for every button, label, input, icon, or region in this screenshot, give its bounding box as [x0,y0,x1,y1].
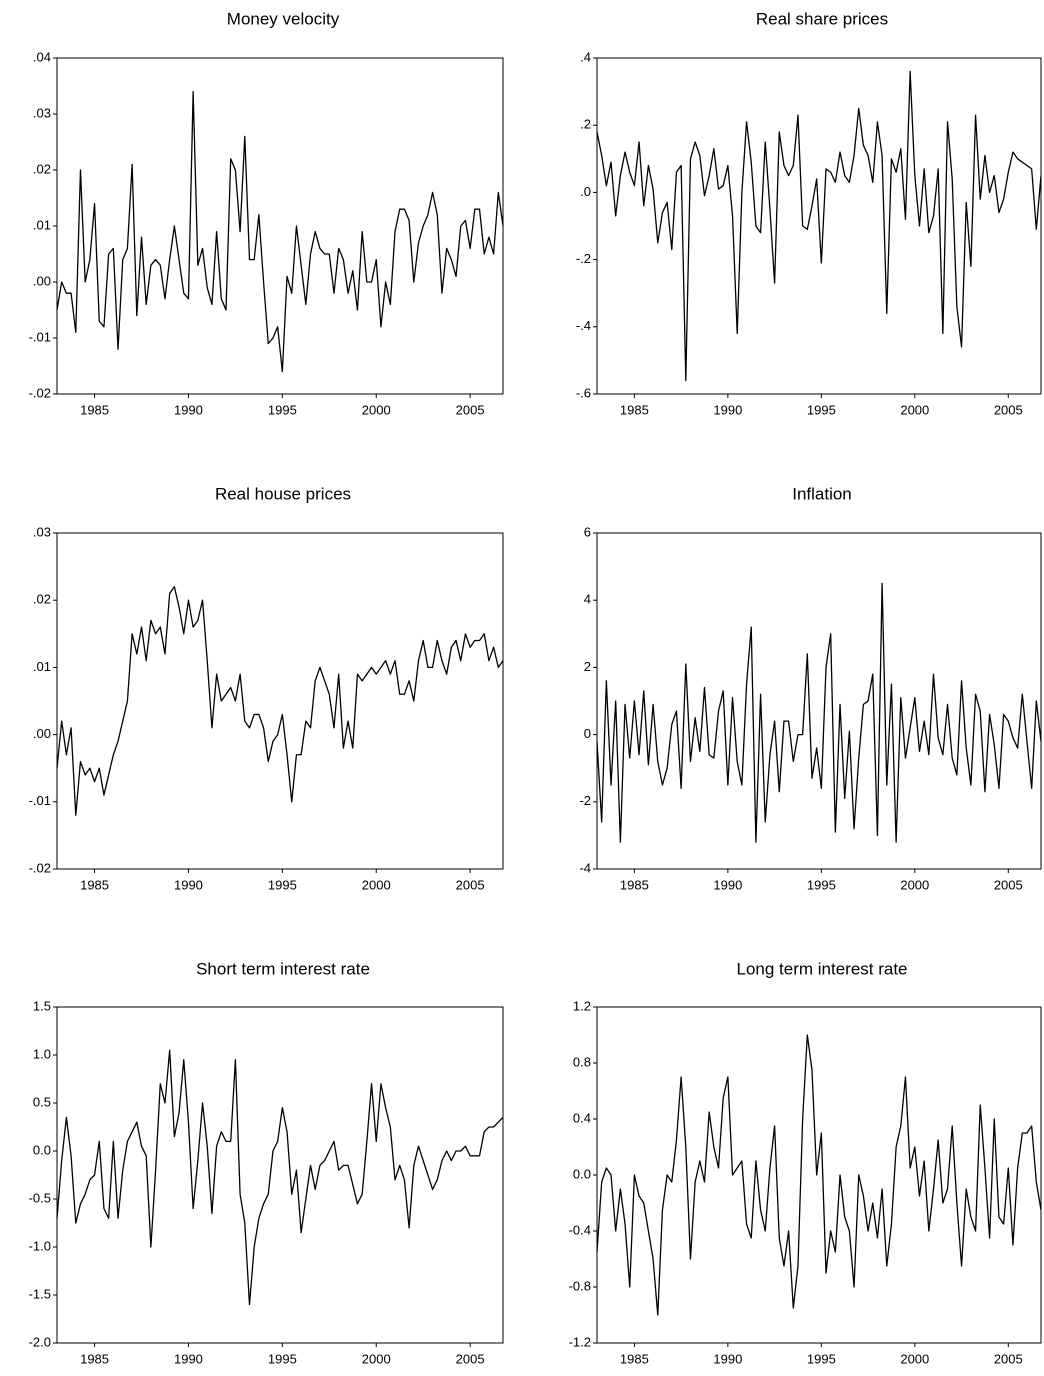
panel-title: Real house prices [215,484,351,503]
plot-frame [596,57,1042,395]
y-tick-label: .03 [33,105,51,120]
x-tick-label: 1985 [620,402,649,417]
y-tick-label: 1.2 [573,998,591,1013]
x-tick-label: 2005 [994,877,1023,892]
y-tick-label: .4 [580,49,591,64]
series-line [56,1049,504,1306]
x-tick-label: 1995 [807,402,836,417]
series-line [596,1034,1042,1316]
y-tick-label: 6 [584,524,591,539]
y-tick-label: 0.0 [33,1142,51,1157]
y-tick-label: 0.4 [573,1110,591,1125]
x-tick-label: 2005 [994,1351,1023,1366]
y-tick-label: -1.2 [569,1334,591,1349]
x-tick-label: 1985 [80,1351,109,1366]
y-tick-label: 4 [584,592,591,607]
panel-title: Real share prices [756,9,888,28]
plot-frame [596,532,1042,870]
plot-frame [596,1006,1042,1344]
y-tick-label: .03 [33,524,51,539]
x-tick-label: 1990 [713,877,742,892]
x-tick-label: 2005 [994,402,1023,417]
y-tick-label: .2 [580,117,591,132]
panel-title: Long term interest rate [736,959,907,978]
x-tick-label: 1985 [620,1351,649,1366]
y-tick-label: -.02 [29,385,51,400]
y-tick-label: .00 [33,273,51,288]
x-tick-label: 1990 [713,1351,742,1366]
x-tick-label: 1985 [80,877,109,892]
series-line [56,90,504,373]
y-tick-label: -1.5 [29,1286,51,1301]
panel-title: Inflation [792,484,852,503]
y-tick-label: .0 [580,184,591,199]
plot-frame [56,1006,504,1344]
x-tick-label: 1985 [80,402,109,417]
y-tick-label: .01 [33,659,51,674]
x-tick-label: 2005 [456,1351,485,1366]
series-line [56,586,504,816]
x-tick-label: 1995 [807,1351,836,1366]
x-tick-label: 1995 [268,402,297,417]
panel-title: Short term interest rate [196,959,370,978]
x-tick-label: 2000 [900,877,929,892]
x-tick-label: 1995 [807,877,836,892]
x-tick-label: 1995 [268,1351,297,1366]
y-tick-label: -2.0 [29,1334,51,1349]
y-tick-label: 0.0 [573,1166,591,1181]
y-tick-label: .02 [33,161,51,176]
y-tick-label: -0.5 [29,1190,51,1205]
x-tick-label: 2000 [900,1351,929,1366]
y-tick-label: -2 [579,793,591,808]
y-tick-label: -.01 [29,329,51,344]
x-tick-label: 2000 [900,402,929,417]
y-tick-label: 1.0 [33,1046,51,1061]
y-tick-label: .04 [33,49,51,64]
x-tick-label: 1990 [174,402,203,417]
y-tick-label: 0.5 [33,1094,51,1109]
series-line [596,70,1042,382]
x-tick-label: 2000 [362,1351,391,1366]
x-tick-label: 2005 [456,402,485,417]
x-tick-label: 1990 [174,1351,203,1366]
x-tick-label: 1990 [713,402,742,417]
y-tick-label: -0.4 [569,1222,591,1237]
series-line [596,582,1042,843]
y-tick-label: -.01 [29,793,51,808]
y-tick-label: 0 [584,726,591,741]
y-tick-label: 2 [584,659,591,674]
x-tick-label: 2005 [456,877,485,892]
panel-title: Money velocity [227,9,340,28]
x-tick-label: 1985 [620,877,649,892]
y-tick-label: -0.8 [569,1278,591,1293]
y-tick-label: -.4 [576,318,591,333]
y-tick-label: .02 [33,592,51,607]
y-tick-label: 1.5 [33,998,51,1013]
y-tick-label: .00 [33,726,51,741]
y-tick-label: .01 [33,217,51,232]
x-tick-label: 1995 [268,877,297,892]
y-tick-label: -.02 [29,860,51,875]
y-tick-label: 0.8 [573,1054,591,1069]
x-tick-label: 1990 [174,877,203,892]
y-tick-label: -4 [579,860,591,875]
y-tick-label: -1.0 [29,1238,51,1253]
x-tick-label: 2000 [362,877,391,892]
plot-frame [56,532,504,870]
y-tick-label: -.6 [576,385,591,400]
x-tick-label: 2000 [362,402,391,417]
y-tick-label: -.2 [576,251,591,266]
